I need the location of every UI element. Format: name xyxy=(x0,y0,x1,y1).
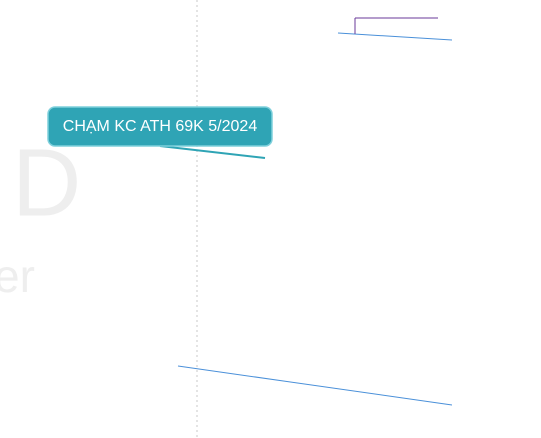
overlay: CHẠM KC ATH 69K 5/2024 xyxy=(47,17,453,406)
callout-box xyxy=(47,106,273,147)
callout-text: CHẠM KC ATH 69K 5/2024 xyxy=(63,118,258,135)
trend-line xyxy=(337,32,453,41)
trend-line xyxy=(177,365,453,406)
watermark: er xyxy=(0,250,35,302)
watermark: D xyxy=(12,129,81,236)
callout-pointer xyxy=(159,145,266,159)
price-axis xyxy=(452,0,541,438)
